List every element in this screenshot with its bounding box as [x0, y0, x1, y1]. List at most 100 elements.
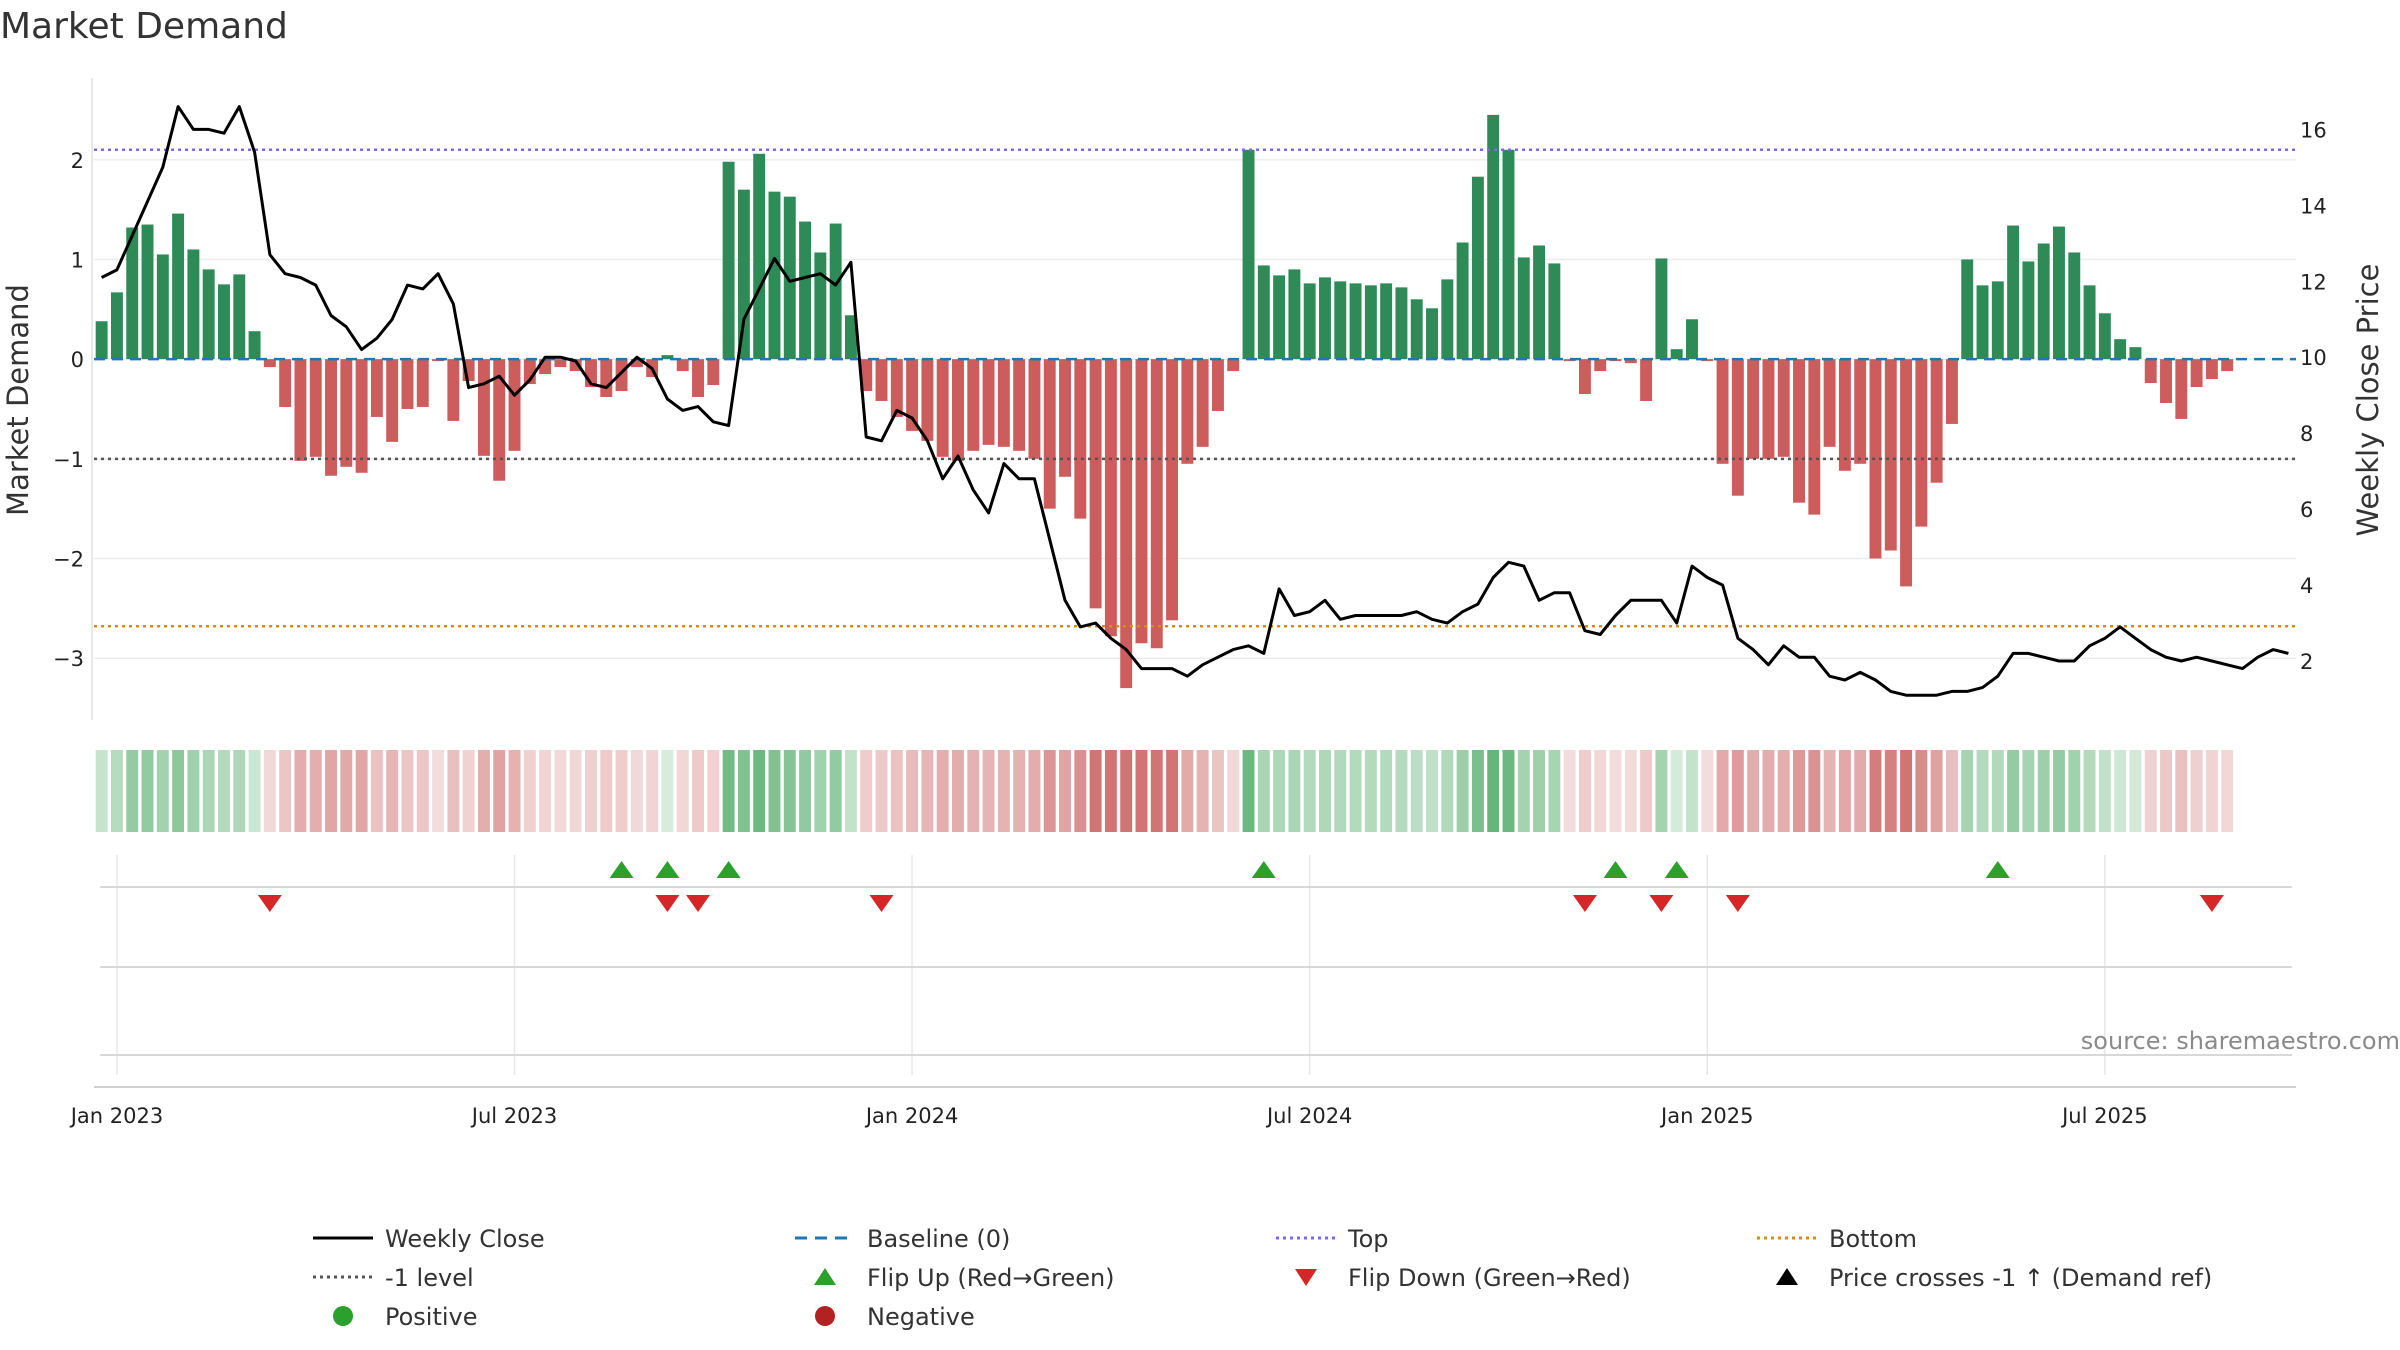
demand-bar	[1410, 299, 1423, 360]
demand-bar	[2129, 347, 2142, 360]
heat-cell	[477, 750, 490, 832]
legend-item: Bottom	[1757, 1225, 1917, 1253]
demand-bar	[187, 249, 200, 360]
demand-bar	[1441, 279, 1454, 360]
demand-heat-strip	[95, 750, 2234, 832]
heat-cell	[1242, 750, 1255, 832]
heat-cell	[2037, 750, 2050, 832]
demand-bar	[1196, 359, 1209, 447]
circle-icon	[333, 1306, 353, 1326]
heat-cell	[2114, 750, 2127, 832]
heat-cell	[2129, 750, 2142, 832]
flip-down-marker	[1572, 895, 1597, 912]
heat-cell	[1166, 750, 1179, 832]
demand-bar	[1028, 359, 1041, 459]
heat-cell	[1227, 750, 1240, 832]
x-tick-label: Jan 2024	[864, 1104, 959, 1128]
heat-cell	[1471, 750, 1484, 832]
demand-bar	[676, 359, 689, 372]
heat-cell	[585, 750, 597, 832]
heat-cell	[646, 750, 659, 832]
heat-cell	[1578, 750, 1591, 832]
demand-bar	[1517, 257, 1530, 360]
y2-tick-label: 10	[2300, 346, 2327, 370]
heat-cell	[2068, 750, 2081, 832]
demand-bar	[2037, 243, 2050, 360]
demand-bar	[1227, 359, 1240, 372]
heat-cell	[1303, 750, 1316, 832]
demand-bar	[844, 315, 857, 360]
heat-cell	[370, 750, 383, 832]
legend-item: Top	[1276, 1225, 1389, 1253]
demand-bar	[1349, 283, 1362, 360]
demand-bar	[569, 359, 582, 372]
x-tick-label: Jul 2023	[470, 1104, 557, 1128]
heat-cell	[860, 750, 873, 832]
heat-cell	[906, 750, 919, 832]
heat-cell	[1013, 750, 1026, 832]
heat-cell	[95, 750, 108, 832]
demand-bar	[1456, 242, 1469, 360]
flip-down-marker	[257, 895, 282, 912]
demand-bar	[1747, 359, 1760, 459]
demand-bar	[1135, 359, 1148, 644]
demand-bar	[309, 359, 322, 457]
heat-cell	[218, 750, 230, 832]
demand-bar	[1945, 359, 1958, 424]
legend-label: Flip Up (Red→Green)	[867, 1264, 1115, 1292]
flip-up-marker	[609, 861, 634, 878]
heat-cell	[401, 750, 414, 832]
demand-bar	[799, 221, 812, 360]
demand-bar	[1242, 149, 1255, 360]
heat-cell	[1456, 750, 1469, 832]
demand-bar	[1471, 176, 1484, 360]
heat-cell	[508, 750, 521, 832]
heat-cell	[1900, 750, 1913, 832]
demand-bar	[508, 359, 521, 451]
heat-cell	[1793, 750, 1805, 832]
heat-cell	[1884, 750, 1897, 832]
legend-label: Price crosses -1 ↑ (Demand ref)	[1829, 1264, 2212, 1292]
legend-label: Baseline (0)	[867, 1225, 1010, 1253]
heat-cell	[1150, 750, 1163, 832]
heat-cell	[156, 750, 169, 832]
legend-item: Baseline (0)	[795, 1225, 1010, 1253]
demand-bar	[95, 321, 108, 360]
demand-bar	[1089, 359, 1102, 609]
demand-bar	[1395, 287, 1408, 360]
demand-bar	[1181, 359, 1194, 464]
demand-bar	[1273, 275, 1286, 360]
heat-cell	[799, 750, 812, 832]
demand-bar	[1640, 359, 1653, 401]
heat-cell	[325, 750, 337, 832]
heat-cell	[890, 750, 903, 832]
flip-up-marker	[1251, 861, 1276, 878]
heat-cell	[753, 750, 766, 832]
demand-bar	[890, 359, 903, 417]
demand-bar	[982, 359, 995, 445]
demand-bar	[2068, 252, 2081, 360]
demand-bar	[707, 359, 720, 386]
heat-cell	[1089, 750, 1102, 832]
heat-cell	[630, 750, 643, 832]
legend-item: Flip Down (Green→Red)	[1295, 1264, 1631, 1292]
heat-cell	[1945, 750, 1958, 832]
heat-cell	[952, 750, 964, 832]
demand-bar	[1013, 359, 1026, 451]
heat-cell	[569, 750, 582, 832]
heat-cell	[2175, 750, 2188, 832]
demand-bar	[1533, 245, 1546, 360]
source-label: source: sharemaestro.com	[2081, 1027, 2400, 1055]
demand-bar	[615, 359, 628, 392]
legend-label: Bottom	[1829, 1225, 1917, 1253]
demand-bar	[110, 292, 123, 360]
legend-item: -1 level	[313, 1264, 474, 1292]
triangle-down-icon	[1295, 1269, 1317, 1286]
heat-cell	[1364, 750, 1377, 832]
heat-cell	[814, 750, 827, 832]
demand-bar	[1120, 359, 1133, 689]
y2-tick-label: 2	[2300, 650, 2313, 674]
demand-bar	[585, 359, 597, 388]
demand-bar	[1257, 265, 1270, 360]
